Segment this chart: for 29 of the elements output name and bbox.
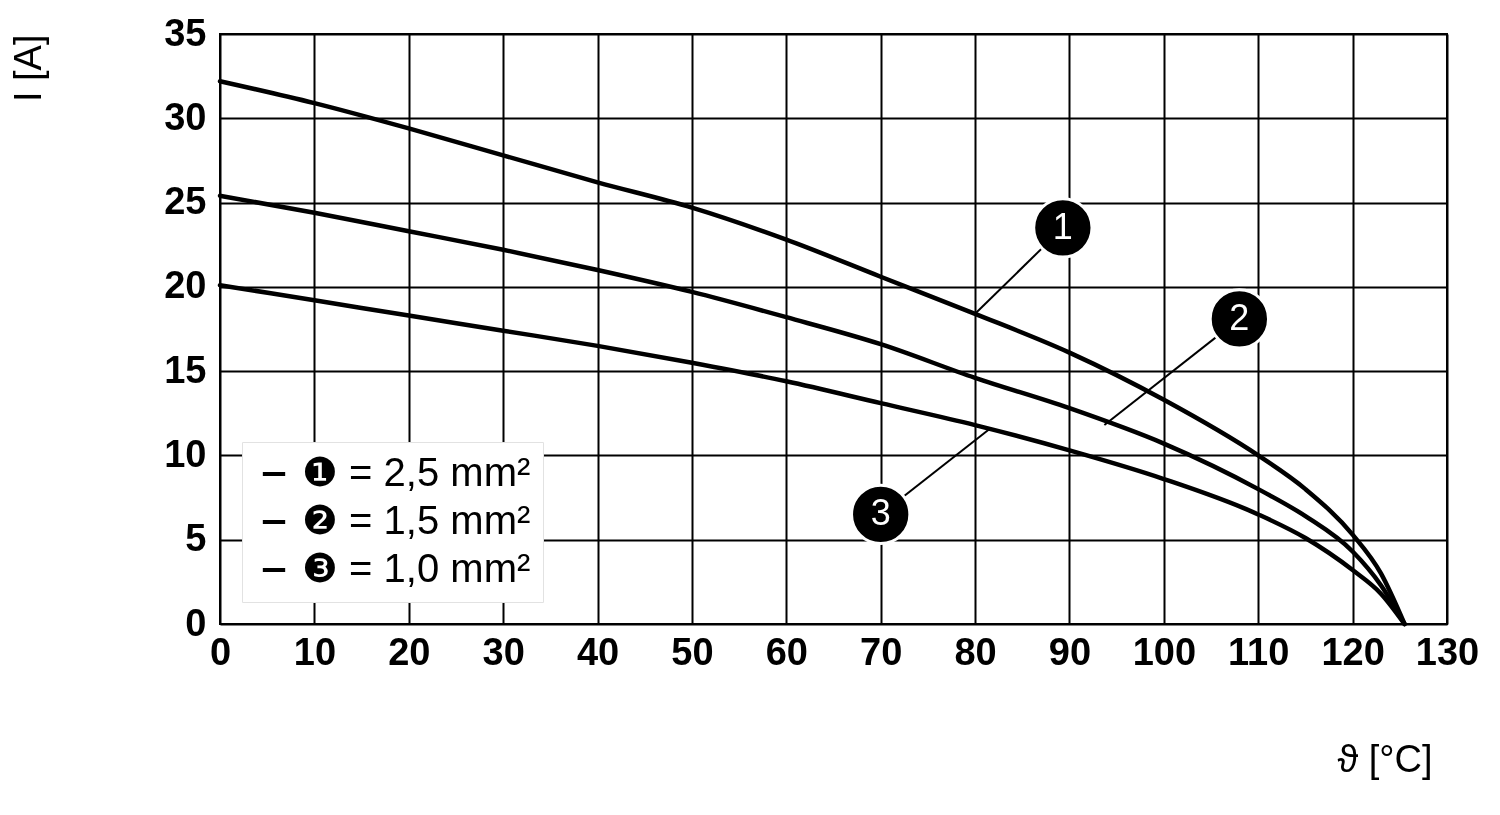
- x-axis-title: ϑ [°C]: [1337, 737, 1433, 780]
- y-tick-label: 0: [185, 601, 207, 644]
- x-tick-label: 120: [1321, 630, 1385, 673]
- y-tick-label: 30: [164, 95, 207, 138]
- x-tick-label: 80: [954, 630, 997, 673]
- x-tick-label: 130: [1415, 630, 1480, 673]
- x-tick-label: 10: [293, 630, 337, 673]
- x-tick-label: 90: [1048, 630, 1092, 673]
- legend-label: ❷ = 1,5 mm²: [302, 498, 531, 542]
- annotation: 1: [1052, 205, 1073, 247]
- x-tick-label: 40: [576, 630, 620, 673]
- x-tick-label: 20: [388, 630, 431, 673]
- x-tick-label: 100: [1132, 630, 1197, 673]
- y-tick-label: 25: [164, 180, 207, 223]
- y-tick-label: 5: [185, 517, 207, 560]
- annotation: 2: [1229, 296, 1250, 338]
- y-tick-label: 35: [164, 11, 207, 54]
- x-tick-label: 110: [1228, 630, 1290, 673]
- y-tick-label: 20: [164, 264, 207, 307]
- x-tick-label: 50: [671, 630, 714, 673]
- legend-label: ❸ = 1,0 mm²: [302, 546, 531, 590]
- y-tick-label: 15: [164, 348, 207, 391]
- y-tick-label: 10: [164, 432, 207, 475]
- annotation: 3: [870, 492, 891, 534]
- x-tick-label: 30: [482, 630, 525, 673]
- x-tick-label: 70: [860, 630, 903, 673]
- legend-label: ❶ = 2,5 mm²: [302, 450, 531, 494]
- x-tick-label: 60: [765, 630, 808, 673]
- y-axis-title: I [A]: [6, 34, 49, 103]
